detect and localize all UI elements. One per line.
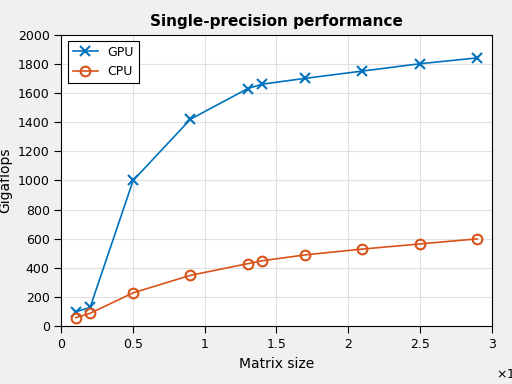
- Line: CPU: CPU: [71, 234, 482, 323]
- CPU: [187, 273, 194, 278]
- GPU: [245, 86, 251, 91]
- CPU: [359, 247, 366, 252]
- Legend: GPU, CPU: GPU, CPU: [68, 41, 139, 83]
- GPU: [359, 69, 366, 73]
- CPU: [474, 237, 480, 241]
- CPU: [73, 315, 79, 320]
- CPU: [87, 311, 93, 316]
- GPU: [302, 76, 308, 81]
- GPU: [87, 305, 93, 310]
- GPU: [73, 310, 79, 314]
- Title: Single-precision performance: Single-precision performance: [150, 14, 403, 29]
- Line: GPU: GPU: [71, 53, 482, 317]
- GPU: [130, 178, 136, 183]
- Text: $\times10^4$: $\times10^4$: [496, 365, 512, 382]
- X-axis label: Matrix size: Matrix size: [239, 357, 314, 371]
- GPU: [259, 82, 265, 86]
- GPU: [187, 117, 194, 121]
- GPU: [417, 61, 423, 66]
- CPU: [245, 262, 251, 266]
- GPU: [474, 56, 480, 60]
- CPU: [417, 242, 423, 246]
- CPU: [259, 258, 265, 263]
- CPU: [130, 291, 136, 295]
- CPU: [302, 253, 308, 257]
- Y-axis label: Gigaflops: Gigaflops: [0, 148, 12, 213]
